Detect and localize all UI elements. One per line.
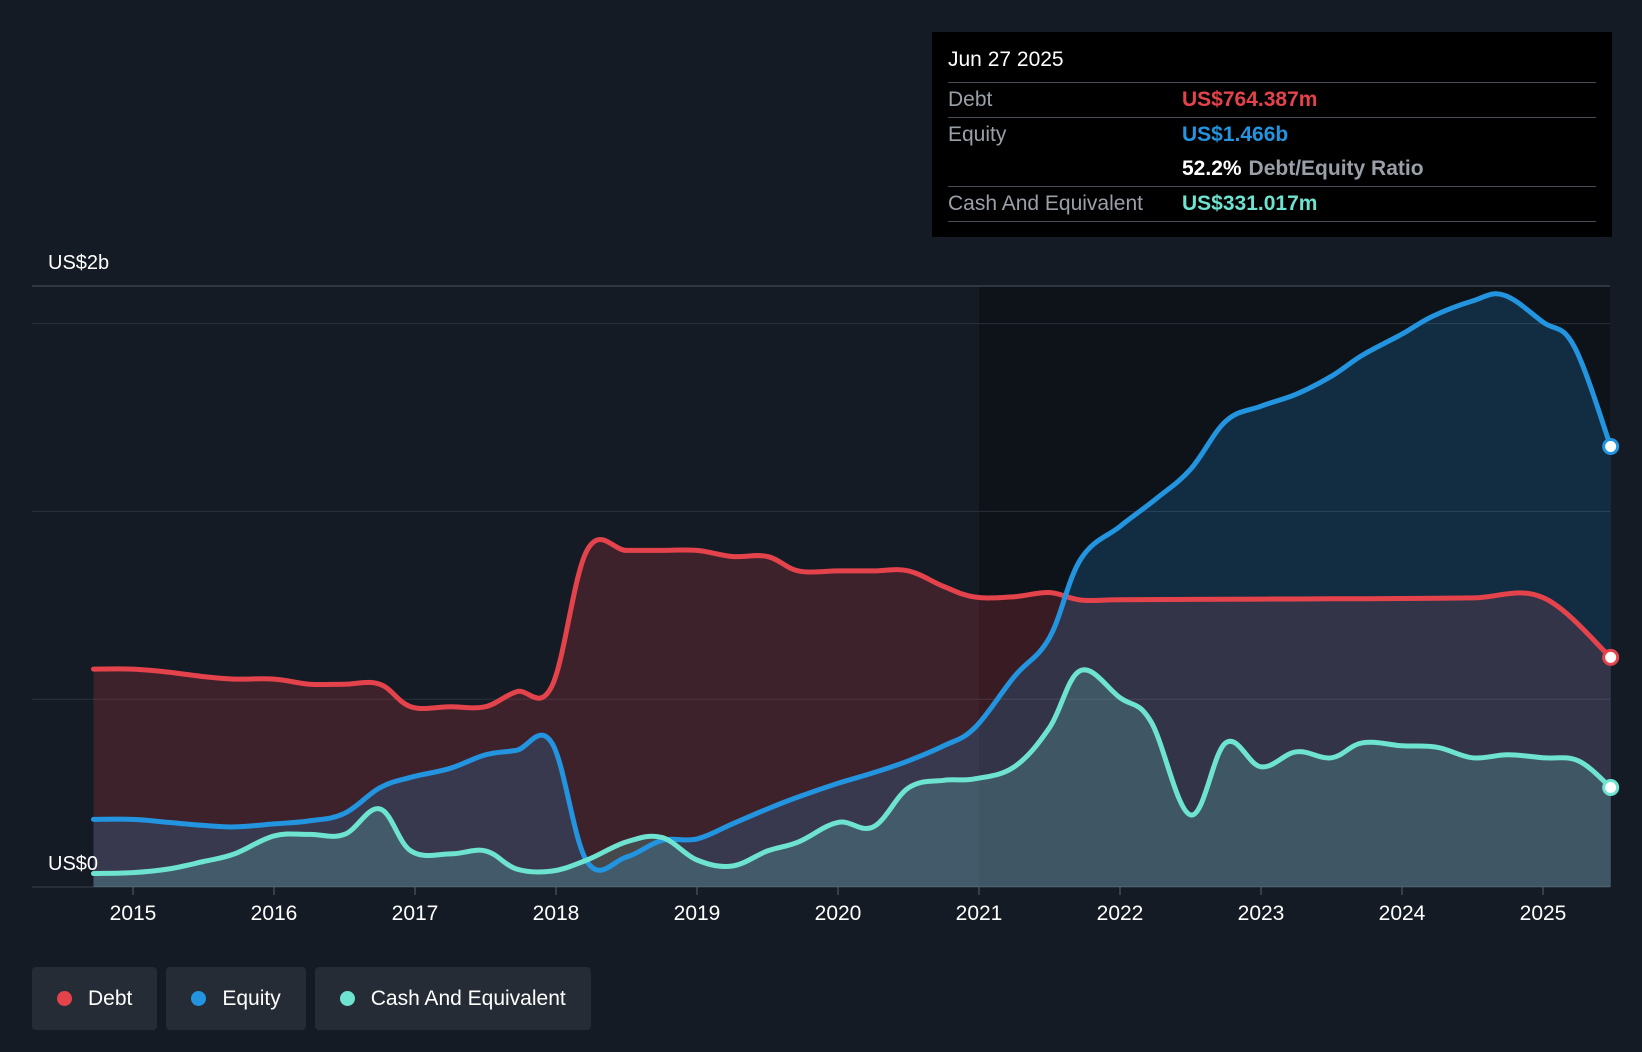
- tooltip-ratio-value: 52.2%: [1182, 157, 1242, 180]
- highlight-rect: [979, 286, 1610, 887]
- x-tick-label: 2025: [1520, 902, 1567, 925]
- legend-equity-label: Equity: [222, 986, 281, 1010]
- x-tick-label: 2019: [674, 902, 721, 925]
- tooltip-ratio-label: Debt/Equity Ratio: [1248, 157, 1424, 180]
- legend-item-equity[interactable]: Equity: [166, 967, 306, 1030]
- legend-cash-label: Cash And Equivalent: [370, 986, 566, 1010]
- x-tick-label: 2024: [1379, 902, 1426, 925]
- legend-item-debt[interactable]: Debt: [32, 967, 158, 1030]
- equity-line: [91, 291, 1614, 873]
- debt-area: [93, 539, 1611, 887]
- x-tick-label: 2018: [533, 902, 580, 925]
- x-tick-label: 2015: [110, 902, 157, 925]
- x-axis-ticks: 2015 2016 2017 2018 2019 2020 2021 2022 2023 2024…: [110, 887, 1567, 925]
- series-lines: [91, 291, 1614, 876]
- x-tick-label: 2020: [815, 902, 862, 925]
- series-end-markers: [1602, 437, 1620, 797]
- x-tick-label: 2017: [392, 902, 439, 925]
- tooltip-debt-row: Debt US$764.387m: [948, 83, 1596, 118]
- x-tick-label: 2016: [251, 902, 298, 925]
- legend-item-cash[interactable]: Cash And Equivalent: [314, 967, 591, 1030]
- tooltip-equity-label: Equity: [948, 123, 1007, 146]
- tooltip-equity-value: US$1.466b: [1182, 123, 1289, 146]
- x-tick-label: 2022: [1097, 902, 1144, 925]
- x-tick-label: 2021: [956, 902, 1003, 925]
- tooltip-equity-row: Equity US$1.466b: [948, 118, 1596, 152]
- y-axis-min-label: US$0: [48, 853, 98, 875]
- y-axis-max-label: US$2b: [48, 252, 109, 274]
- cash-end-marker: [1602, 779, 1620, 797]
- cash-line: [91, 667, 1614, 876]
- tooltip-cash-label: Cash And Equivalent: [948, 192, 1143, 215]
- equity-dot-icon: [191, 991, 207, 1006]
- x-tick-label: 2023: [1238, 902, 1285, 925]
- tooltip-date: Jun 27 2025: [948, 46, 1596, 83]
- debt-dot-icon: [57, 991, 72, 1006]
- equity-area: [93, 293, 1611, 887]
- series-areas: [93, 293, 1611, 887]
- debt-end-marker: [1602, 648, 1620, 666]
- cash-dot-icon: [339, 991, 355, 1006]
- tooltip-cash-value: US$331.017m: [1182, 192, 1318, 215]
- cash-area: [93, 669, 1611, 887]
- equity-end-marker: [1602, 437, 1620, 455]
- tooltip-ratio-row: 52.2% Debt/Equity Ratio: [948, 152, 1596, 187]
- legend-debt-label: Debt: [88, 986, 133, 1010]
- tooltip-cash-row: Cash And Equivalent US$331.017m: [948, 187, 1596, 222]
- tooltip-debt-value: US$764.387m: [1182, 88, 1318, 111]
- tooltip-debt-label: Debt: [948, 88, 993, 111]
- tooltip-panel: Jun 27 2025 Debt US$764.387m Equity US$1…: [932, 32, 1612, 237]
- grid-lines: [32, 285, 1610, 888]
- chart-legend: Debt Equity Cash And Equivalent: [32, 967, 591, 1030]
- debt-line: [91, 537, 1614, 712]
- forecast-highlight-region: [979, 286, 1610, 887]
